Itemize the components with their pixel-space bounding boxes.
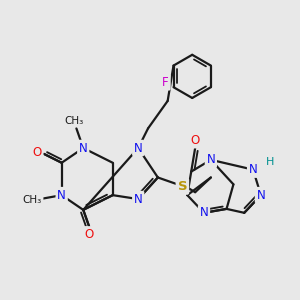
Text: F: F	[162, 76, 169, 89]
Text: CH₃: CH₃	[65, 116, 84, 126]
Text: CH₃: CH₃	[22, 195, 42, 205]
Text: N: N	[57, 189, 66, 202]
Text: H: H	[266, 157, 274, 167]
Text: N: N	[249, 163, 257, 176]
Text: N: N	[79, 142, 88, 154]
Text: N: N	[200, 206, 208, 219]
Text: O: O	[32, 146, 42, 159]
Text: N: N	[256, 189, 265, 202]
Text: S: S	[178, 180, 187, 193]
Text: N: N	[134, 142, 142, 154]
Text: N: N	[134, 193, 142, 206]
Text: O: O	[190, 134, 200, 147]
Text: O: O	[85, 228, 94, 241]
Text: N: N	[206, 153, 215, 166]
